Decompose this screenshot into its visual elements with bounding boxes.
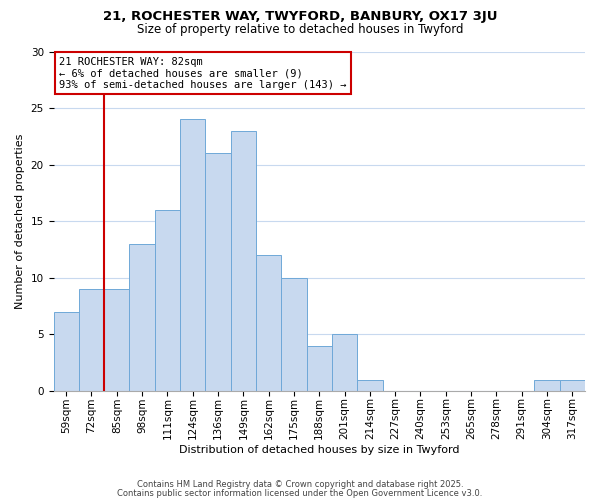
Bar [205, 154, 230, 391]
Bar [307, 346, 332, 391]
Text: Contains public sector information licensed under the Open Government Licence v3: Contains public sector information licen… [118, 488, 482, 498]
Bar [357, 380, 383, 391]
Bar [535, 380, 560, 391]
Bar [230, 130, 256, 391]
Text: 21 ROCHESTER WAY: 82sqm
← 6% of detached houses are smaller (9)
93% of semi-deta: 21 ROCHESTER WAY: 82sqm ← 6% of detached… [59, 56, 346, 90]
Bar [332, 334, 357, 391]
Text: Contains HM Land Registry data © Crown copyright and database right 2025.: Contains HM Land Registry data © Crown c… [137, 480, 463, 489]
Text: 21, ROCHESTER WAY, TWYFORD, BANBURY, OX17 3JU: 21, ROCHESTER WAY, TWYFORD, BANBURY, OX1… [103, 10, 497, 23]
X-axis label: Distribution of detached houses by size in Twyford: Distribution of detached houses by size … [179, 445, 460, 455]
Bar [104, 289, 130, 391]
Bar [155, 210, 180, 391]
Bar [281, 278, 307, 391]
Y-axis label: Number of detached properties: Number of detached properties [15, 134, 25, 309]
Bar [130, 244, 155, 391]
Bar [53, 312, 79, 391]
Bar [180, 120, 205, 391]
Bar [79, 289, 104, 391]
Bar [256, 255, 281, 391]
Bar [560, 380, 585, 391]
Text: Size of property relative to detached houses in Twyford: Size of property relative to detached ho… [137, 22, 463, 36]
